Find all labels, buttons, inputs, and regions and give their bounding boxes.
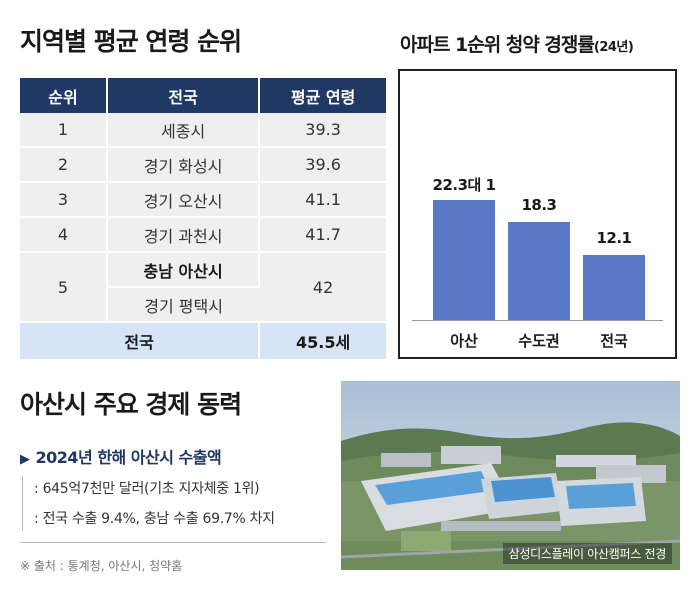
data-label: 18.3 [521,195,557,214]
rank-cell: 1 [20,113,109,148]
age-cell: 41.7 [259,217,386,253]
header-age: 평균 연령 [259,78,386,113]
table-header-row: 순위 전국 평균 연령 [20,78,386,113]
total-label: 전국 [20,322,261,359]
chart-title-sub: (24년) [593,40,634,55]
table-row: 5 충남 아산시 42 [20,252,386,323]
region-cell: 경기 화성시 [107,147,261,183]
source-note: ※ 출처 : 통계청, 아산시, 청약홈 [20,559,183,573]
age-cell: 42 [259,252,386,323]
export-title: ▶ 2024년 한해 아산시 수출액 [20,448,222,467]
chart-title: 아파트 1순위 청약 경쟁률(24년) [400,34,634,56]
photo-caption: 삼성디스플레이 아산캠퍼스 전경 [502,543,672,564]
age-cell: 39.6 [259,147,386,183]
rank-cell: 4 [20,217,109,253]
region-cell: 경기 오산시 [107,182,261,218]
header-rank: 순위 [20,78,109,113]
category-label: 아산 [450,332,478,350]
bar-수도권 [508,221,570,320]
total-row: 전국 45.5세 [20,322,386,359]
source-divider [20,542,326,543]
table-title: 지역별 평균 연령 순위 [20,27,242,56]
age-cell: 39.3 [259,113,386,148]
rank-cell: 3 [20,182,109,218]
age-ranking-table: 순위 전국 평균 연령 1 세종시 39.3 2 경기 화성시 39.6 3 경… [20,78,386,359]
bar-아산 [433,200,495,320]
factory-aerial-image [341,381,680,570]
region-cell: 경기 평택시 [107,287,260,323]
table-row: 1 세종시 39.3 [20,113,386,148]
factory-photo: 삼성디스플레이 아산캠퍼스 전경 [341,381,680,570]
export-detail-line: : 전국 수출 9.4%, 충남 수출 69.7% 차지 [34,511,275,527]
triangle-bullet-icon: ▶ [20,452,30,467]
detail-divider-line [22,476,23,531]
export-detail-line: : 645억7천만 달러(기초 지자체중 1위) [34,481,260,497]
table-row: 2 경기 화성시 39.6 [20,147,386,183]
table-row: 4 경기 과천시 41.7 [20,217,386,253]
age-cell: 41.1 [259,182,386,218]
header-region: 전국 [107,78,261,113]
data-label: 22.3대 1 [432,176,496,194]
category-label: 전국 [600,332,628,350]
rank-cell: 5 [20,252,109,323]
category-label: 수도권 [518,332,560,350]
total-age: 45.5세 [259,322,386,359]
table-row: 경기 평택시 [20,287,386,323]
bar-전국 [583,254,645,320]
table-row: 3 경기 오산시 41.1 [20,182,386,218]
section-title: 아산시 주요 경제 동력 [20,390,242,419]
chart-baseline [412,320,663,321]
region-cell: 경기 과천시 [107,217,261,253]
region-cell: 충남 아산시 [107,252,261,288]
data-label: 12.1 [596,228,632,247]
bar-chart: 22.3대 1 아산 18.3 수도권 12.1 전국 [398,69,677,359]
region-cell: 세종시 [107,113,261,148]
rank-cell: 2 [20,147,109,183]
